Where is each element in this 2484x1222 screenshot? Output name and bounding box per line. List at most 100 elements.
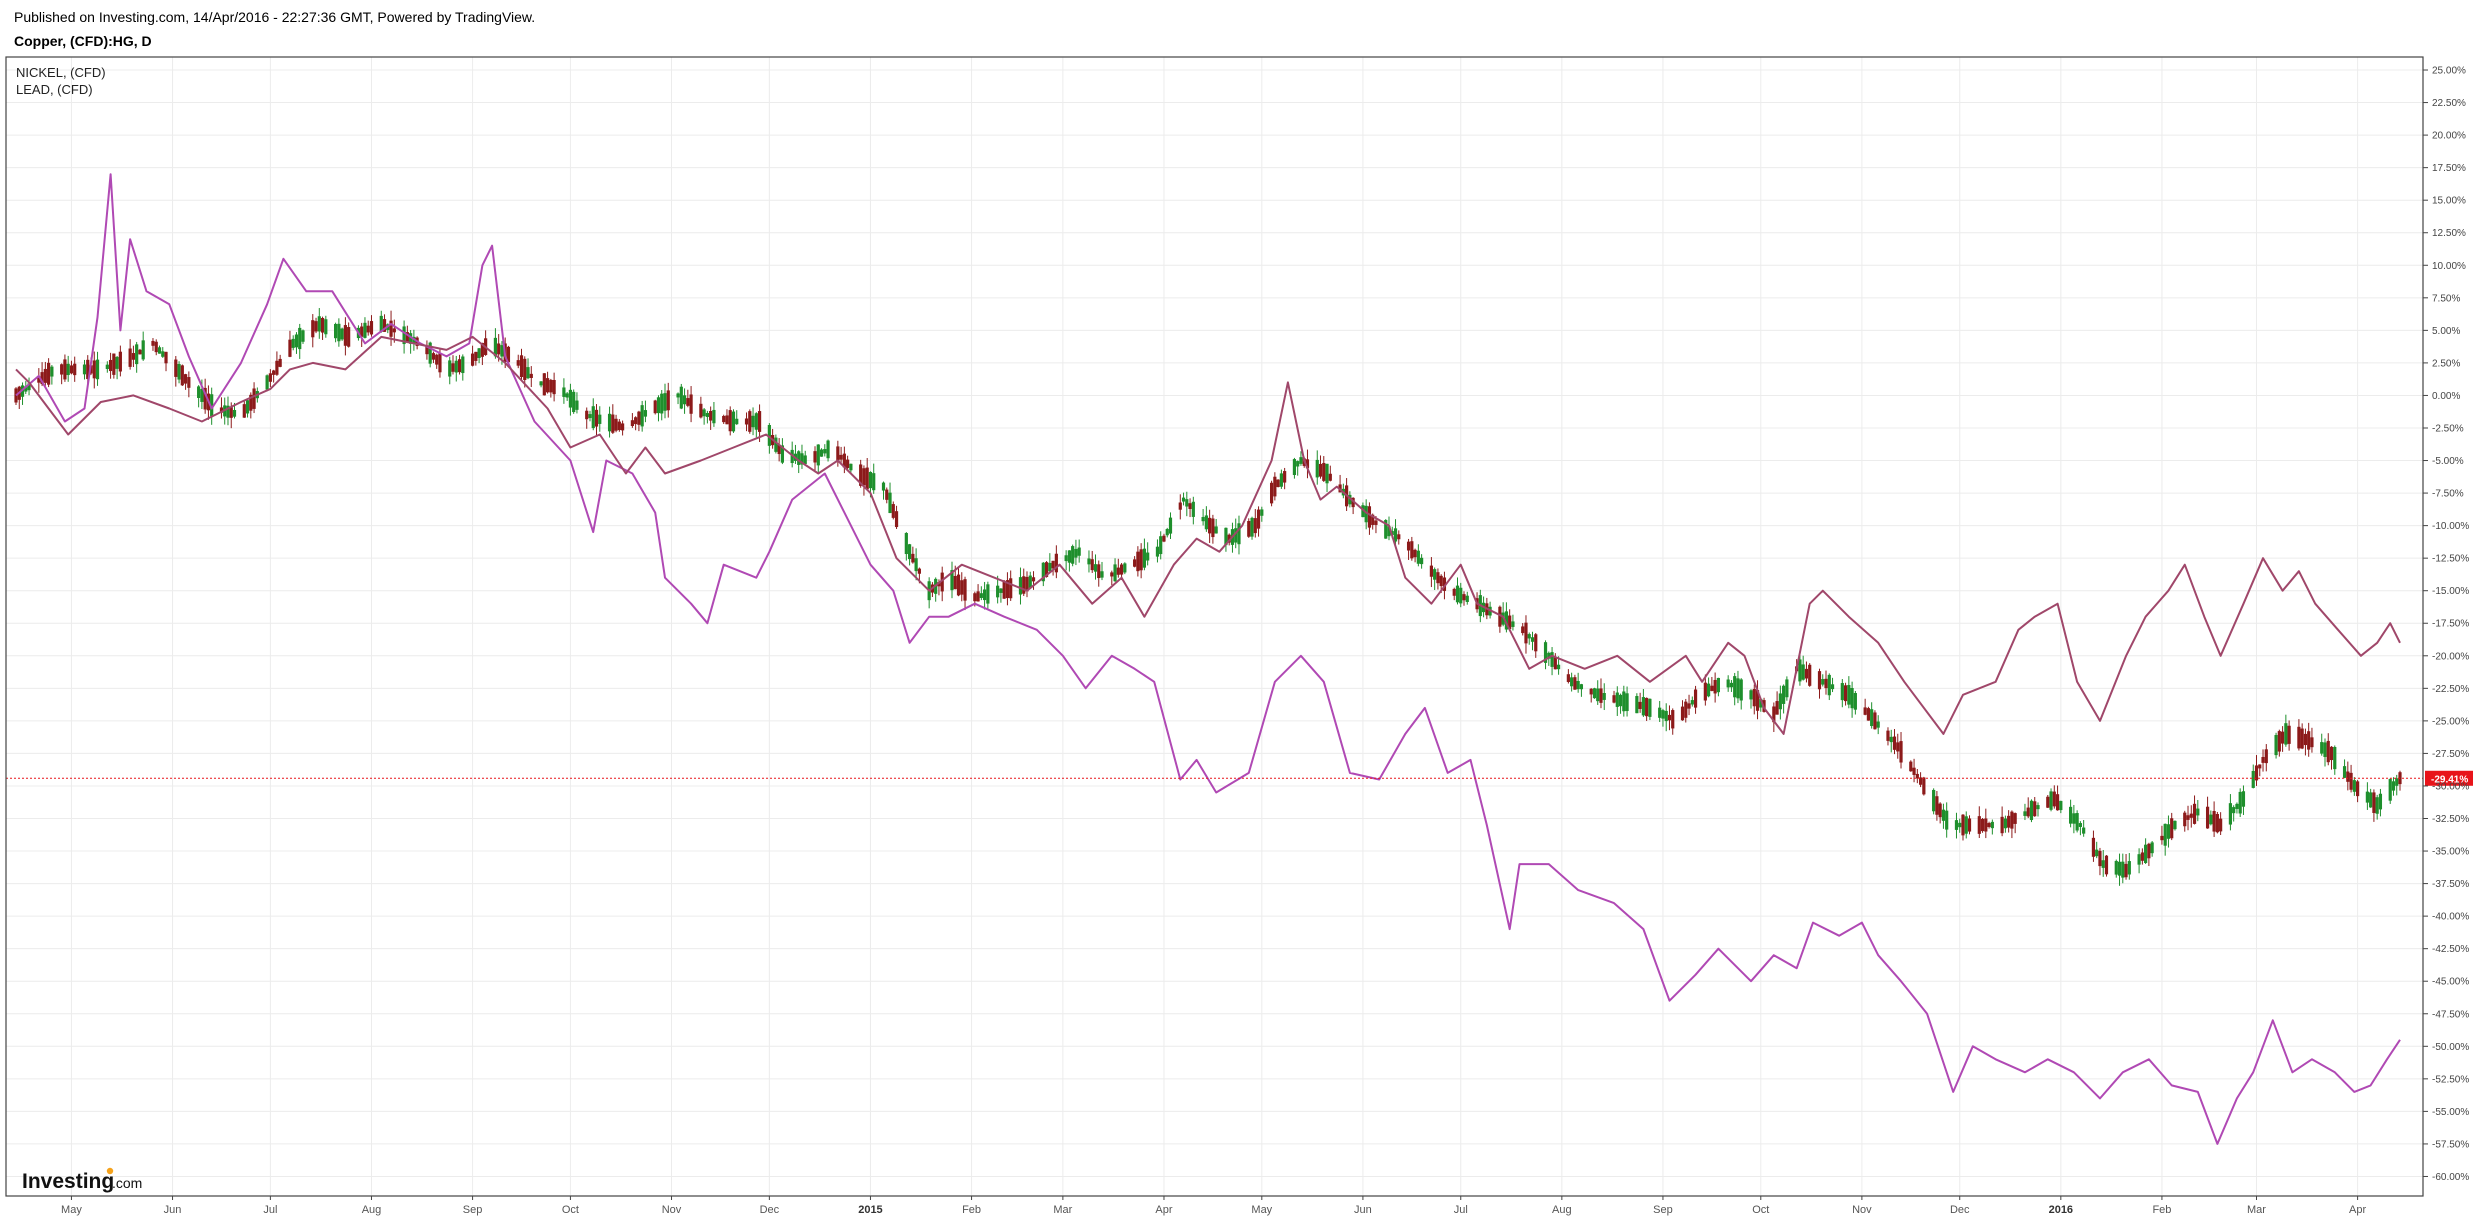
legend-nickel: NICKEL, (CFD): [16, 65, 106, 80]
candle-body: [1684, 701, 1688, 718]
candle-body: [940, 572, 944, 592]
x-tick-label: Sep: [463, 1204, 483, 1216]
candle-body: [2170, 818, 2174, 839]
candle-body: [275, 360, 279, 375]
y-tick-label: 10.00%: [2432, 261, 2466, 272]
candle-body: [1733, 676, 1737, 698]
candle-body: [911, 553, 915, 563]
candle-body: [197, 386, 201, 398]
candle-body: [1808, 664, 1812, 686]
candle-body: [1361, 505, 1365, 518]
x-tick-label: Feb: [2152, 1204, 2171, 1216]
candle-body: [82, 364, 87, 375]
candle-body: [637, 411, 641, 425]
candle-body: [594, 409, 599, 427]
candle-body: [836, 446, 840, 462]
candle-body: [516, 360, 520, 366]
candle-body: [1371, 514, 1375, 525]
candle-body: [656, 397, 661, 414]
candle-body: [2303, 733, 2308, 746]
candle-body: [1031, 577, 1036, 582]
candle-body: [1159, 536, 1163, 555]
candle-body: [2388, 779, 2392, 801]
candle-body: [1429, 565, 1433, 577]
candle-body: [108, 359, 113, 372]
candle-body: [1178, 502, 1182, 510]
candle-body: [894, 511, 899, 528]
candle-body: [1133, 559, 1137, 567]
candle-body: [813, 451, 817, 463]
candle-body: [754, 413, 758, 430]
candle-body: [1638, 701, 1642, 709]
candle-body: [653, 400, 657, 414]
candle-body: [562, 387, 566, 397]
candle-body: [2287, 725, 2291, 744]
candle-body: [803, 455, 807, 464]
candle-body: [2144, 844, 2148, 863]
candle-body: [27, 383, 31, 391]
candle-body: [1051, 560, 1055, 569]
logo-dot-icon: [106, 1167, 114, 1175]
candle-body: [819, 449, 824, 457]
candle-body: [1142, 548, 1147, 568]
candle-body: [131, 353, 136, 360]
candle-body: [95, 359, 100, 380]
candle-body: [914, 558, 918, 572]
x-axis: May Jun Jul Aug Sep Oct Nov Dec 2015 Feb Mar Apr May…: [61, 1196, 2366, 1216]
candle-body: [2378, 793, 2383, 810]
candle-body: [1579, 684, 1584, 690]
candle-body: [157, 347, 162, 354]
x-tick-label: Oct: [1752, 1204, 1769, 1216]
candle-body: [2300, 728, 2304, 749]
candle-body: [2352, 780, 2356, 792]
candle-body: [2072, 813, 2076, 824]
candle-body: [2173, 820, 2177, 830]
y-tick-label: -17.50%: [2432, 619, 2469, 630]
candle-body: [2046, 796, 2050, 808]
nickel-line: [15, 173, 2401, 1145]
candle-body: [1570, 677, 1574, 687]
candle-body: [1889, 736, 1893, 743]
candle-body: [2238, 791, 2242, 814]
candle-body: [1237, 523, 1241, 545]
candle-body: [744, 418, 749, 425]
candle-body: [438, 353, 442, 373]
candle-body: [1439, 575, 1443, 587]
candle-body: [2121, 861, 2125, 878]
candle-body: [402, 326, 406, 345]
candle-body: [369, 321, 374, 335]
y-tick-label: -52.50%: [2432, 1074, 2469, 1085]
y-tick-label: 20.00%: [2432, 131, 2466, 142]
candle-body: [1123, 563, 1127, 573]
candle-body: [232, 409, 237, 417]
candle-body: [1364, 505, 1368, 523]
candle-body: [1397, 534, 1401, 540]
candle-body: [477, 348, 481, 359]
y-tick-label: -22.50%: [2432, 684, 2469, 695]
y-tick-label: -42.50%: [2432, 944, 2469, 955]
candle-body: [1912, 767, 1916, 775]
candle-body: [2166, 824, 2171, 839]
candle-body: [1071, 546, 1075, 564]
candle-body: [2140, 852, 2144, 861]
candle-body: [2095, 849, 2099, 857]
candle-body: [210, 394, 214, 417]
candle-body: [1667, 714, 1672, 721]
candle-body: [128, 348, 132, 367]
candle-body: [37, 377, 41, 383]
candle-body: [686, 398, 690, 406]
candle-body: [2356, 781, 2360, 797]
candle-body: [1599, 688, 1603, 703]
candle-body: [183, 374, 188, 384]
y-tick-label: -45.00%: [2432, 977, 2469, 988]
y-tick-label: 15.00%: [2432, 196, 2466, 207]
candle-body: [1830, 684, 1835, 690]
candle-body: [1964, 816, 1968, 834]
candle-body: [252, 388, 256, 409]
candle-body: [161, 351, 165, 357]
logo-suffix: .com: [112, 1175, 142, 1191]
candle-body: [73, 363, 77, 376]
candle-body: [43, 368, 47, 383]
y-tick-label: -15.00%: [2432, 586, 2469, 597]
